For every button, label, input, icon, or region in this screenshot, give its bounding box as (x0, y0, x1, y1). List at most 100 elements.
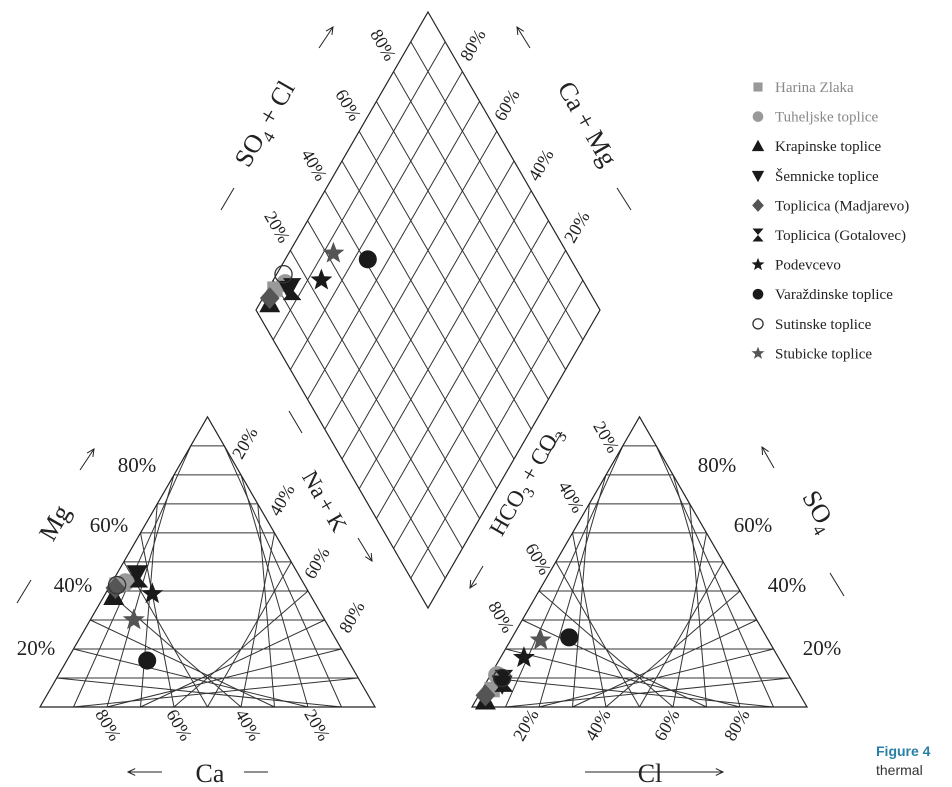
nak-dash (288, 410, 303, 434)
axis-label-ca: Ca (196, 759, 225, 787)
anion-triangle-outline (470, 415, 809, 708)
so4-arrow (761, 446, 775, 469)
diamond-gridline (375, 101, 549, 400)
tick-label-ca: 80% (91, 706, 125, 745)
cation-triangle-gridline (73, 648, 309, 708)
tick-label-hco3: 80% (484, 598, 518, 637)
tick-label-camg: 20% (560, 208, 594, 247)
tick-label-cl: 40% (581, 706, 615, 745)
camg-dash (616, 187, 632, 211)
tick-label-so4: 40% (768, 573, 807, 597)
tick-label-so4cl: 60% (331, 86, 365, 125)
cation-triangle-gridline (56, 677, 342, 708)
point-sutinske-toplice-cation (107, 575, 127, 595)
diamond-gridline (375, 220, 549, 519)
cation-triangle-gridline (240, 474, 309, 708)
anion-triangle-gridline (505, 648, 741, 708)
point-toplicica-madjarevo-anion (475, 684, 496, 707)
so4cl-arrow (318, 26, 334, 49)
tick-label-ca: 40% (231, 706, 265, 745)
diamond-gridline (358, 190, 532, 490)
diamond-outline (255, 10, 601, 610)
tick-label-hco3: 20% (589, 418, 623, 457)
tick-label-mg: 20% (17, 636, 56, 660)
figure-caption: Figure 4 thermal (876, 742, 930, 780)
legend-marker-stubicke-toplice (751, 346, 765, 359)
piper-grid (38, 10, 809, 708)
tick-label-so4cl: 80% (366, 26, 400, 65)
legend-marker-emnicke-toplice (751, 170, 765, 183)
so4-arrow-head (761, 446, 769, 456)
legend-label-toplicica-madjarevo: Toplicica (Madjarevo) (775, 198, 909, 214)
cation-triangle-gridline (240, 532, 275, 708)
tick-label-mg: 40% (54, 573, 93, 597)
point-vara-dinske-toplice-diamond (358, 250, 377, 269)
diamond-gridline (358, 130, 532, 430)
legend-marker-toplicica-madjarevo (752, 198, 764, 212)
point-sutinske-toplice-diamond (274, 265, 293, 284)
camg-arrow-head (516, 26, 525, 36)
point-podevcevo-anion (512, 646, 535, 667)
tick-label-ca: 20% (300, 706, 334, 745)
hco3-dash (547, 431, 563, 456)
tick-label-nak: 20% (228, 424, 262, 463)
tick-label-so4cl: 20% (260, 208, 294, 247)
cation-triangle-gridline (207, 561, 292, 708)
anion-triangle-gridline (672, 532, 707, 708)
axis-label-mg: Mg (33, 500, 76, 546)
legend-marker-vara-dinske-toplice (752, 288, 764, 300)
point-stubicke-toplice-anion (529, 628, 552, 650)
point-stubicke-toplice-diamond (322, 241, 345, 263)
diamond-gridline (393, 71, 567, 370)
diamond-gridline (410, 41, 584, 341)
cation-triangle-gridline (223, 445, 342, 708)
hco3-arrow-head (469, 579, 477, 589)
axis-label-hco3: HCO3 + CO3 (484, 423, 570, 543)
legend-label-krapinske-toplice: Krapinske toplice (775, 139, 882, 155)
tick-label-ca: 60% (162, 706, 196, 745)
axis-arrows (16, 26, 845, 776)
legend-marker-sutinske-toplice (752, 318, 764, 330)
axis-label-so4: SO4 (792, 485, 843, 539)
nak-arrow (357, 537, 373, 562)
legend-marker-toplicica-gotalovec (752, 228, 764, 242)
hco3-arrow (469, 565, 484, 589)
figure-label: Figure 4 (876, 743, 931, 759)
legend-marker-podevcevo (751, 257, 765, 271)
mg-arrow (79, 448, 95, 471)
figure-caption-text: thermal (876, 762, 923, 778)
anion-triangle-gridline (522, 619, 707, 708)
tick-label-camg: 40% (524, 146, 558, 185)
anion-triangle-gridline (655, 445, 774, 708)
anion-triangle-gridline (488, 677, 774, 708)
legend-label-tuheljske-toplice: Tuheljske toplice (775, 110, 879, 126)
axis-label-so4cl-b: + Cl (249, 76, 300, 136)
so4-dash (829, 572, 845, 597)
cation-triangle-outline (38, 415, 377, 708)
tick-label-mg: 80% (118, 453, 157, 477)
anion-triangle-gridline (555, 561, 640, 708)
legend-marker-tuheljske-toplice (752, 111, 764, 122)
cation-triangle-gridline (257, 503, 275, 708)
legend-label-stubicke-toplice: Stubicke toplice (775, 346, 872, 362)
point-toplicica-gotalovec-cation (129, 565, 149, 588)
tick-label-hco3: 40% (554, 478, 588, 517)
point-podevcevo-cation (141, 582, 164, 604)
nak-arrow-head (365, 552, 373, 562)
mg-arrow-head (86, 448, 95, 457)
axis-label-nak: Na+ K (297, 466, 352, 536)
legend: Harina Zlaka Tuheljske toplice Krapinske t… (751, 80, 909, 362)
so4cl-dash (220, 187, 235, 211)
tick-label-so4: 60% (734, 513, 773, 537)
legend-label-harina-zlaka: Harina Zlaka (775, 80, 854, 96)
diamond-gridline (341, 160, 515, 460)
tick-label-so4: 20% (803, 636, 842, 660)
point-podevcevo-diamond (310, 268, 333, 290)
legend-label-vara-dinske-toplice: Varaždinske toplice (775, 287, 893, 303)
tick-label-cl: 20% (509, 706, 543, 745)
diamond-gridline (410, 279, 584, 579)
legend-label-sutinske-toplice: Sutinske toplice (775, 317, 872, 333)
ca-arrow-head (126, 768, 136, 776)
point-vara-dinske-toplice-cation (138, 651, 157, 670)
